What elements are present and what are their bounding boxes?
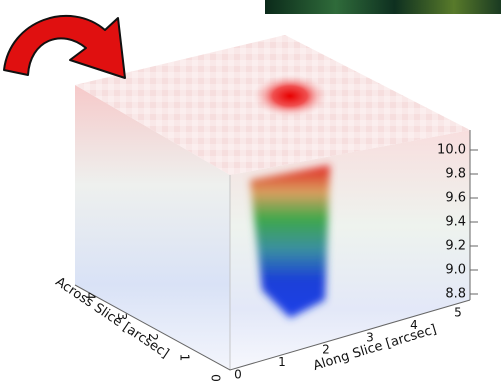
wavelength-tick-label: 9.2 <box>445 239 466 254</box>
across-tick-label: 4 <box>84 292 98 300</box>
wavelength-tick-label: 8.8 <box>445 287 466 302</box>
along-tick-label: 2 <box>322 343 330 357</box>
along-tick-label: 3 <box>366 330 374 344</box>
along-tick-label: 4 <box>410 318 418 332</box>
across-tick-label: 3 <box>115 313 129 321</box>
wavelength-tick-label: 9.8 <box>445 167 466 182</box>
along-tick-label: 0 <box>234 368 242 382</box>
cube-figure: Along Slice [arcsec] Across Slice [arcse… <box>0 0 501 389</box>
wavelength-tick-label: 10.0 <box>437 143 466 158</box>
rotate-arrow <box>4 16 125 78</box>
along-tick-label: 1 <box>278 355 286 369</box>
wavelength-tick-label: 9.0 <box>445 263 466 278</box>
image-strip <box>265 0 501 14</box>
across-tick-label: 1 <box>177 354 191 362</box>
wavelength-tick-label: 9.6 <box>445 191 466 206</box>
across-tick-label: 2 <box>146 333 160 341</box>
emission-peak <box>252 74 328 118</box>
wavelength-tick-label: 9.4 <box>445 215 466 230</box>
across-tick-label: 0 <box>209 374 223 382</box>
along-tick-label: 5 <box>454 306 462 320</box>
